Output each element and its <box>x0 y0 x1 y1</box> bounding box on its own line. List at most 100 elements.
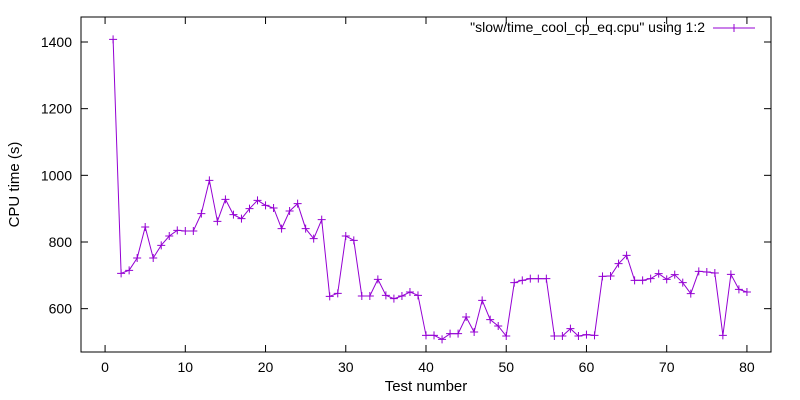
y-tick-label: 1000 <box>41 167 72 183</box>
data-point <box>197 209 206 218</box>
data-point <box>518 276 527 285</box>
x-tick-label: 80 <box>739 359 755 375</box>
x-tick-label: 30 <box>338 359 354 375</box>
series-line <box>112 39 748 340</box>
data-point <box>189 227 198 235</box>
data-point <box>293 199 302 208</box>
data-point <box>213 217 222 226</box>
data-point <box>237 214 246 223</box>
y-tick-label: 800 <box>49 234 73 250</box>
data-point <box>510 278 519 287</box>
data-point <box>702 268 711 276</box>
data-point <box>149 254 158 262</box>
data-point <box>470 328 479 336</box>
x-tick-label: 60 <box>579 359 595 375</box>
data-point <box>534 274 543 283</box>
data-point <box>486 315 495 324</box>
data-point <box>670 270 679 279</box>
x-tick-label: 20 <box>258 359 274 375</box>
data-point <box>454 329 463 338</box>
data-point <box>205 176 214 185</box>
data-point <box>742 288 751 296</box>
data-point <box>349 236 358 245</box>
x-tick-label: 40 <box>418 359 434 375</box>
y-axis-label: CPU time (s) <box>6 142 23 228</box>
data-point <box>317 215 326 224</box>
data-point <box>229 210 238 219</box>
x-axis-label: Test number <box>385 378 468 395</box>
data-point <box>558 332 567 340</box>
data-point <box>694 267 703 276</box>
data-point <box>109 35 118 44</box>
data-point <box>173 226 182 235</box>
x-tick-label: 10 <box>178 359 194 375</box>
data-point <box>181 227 190 235</box>
data-point <box>710 269 719 277</box>
data-point <box>438 335 447 344</box>
data-point <box>430 331 439 340</box>
y-tick-label: 1200 <box>41 101 72 117</box>
legend-marker <box>730 24 738 32</box>
data-point <box>133 254 142 262</box>
data-point <box>422 331 430 340</box>
data-point <box>678 278 687 287</box>
data-point <box>550 332 559 340</box>
data-point <box>165 232 174 240</box>
data-point <box>686 289 695 298</box>
data-point <box>446 329 455 338</box>
data-point <box>285 207 294 215</box>
data-point <box>269 204 278 212</box>
data-point <box>462 313 471 321</box>
data-point <box>598 272 607 281</box>
series-layer <box>109 35 751 344</box>
data-point <box>638 276 647 285</box>
data-point <box>630 276 639 285</box>
data-point <box>614 259 623 268</box>
data-point <box>309 234 318 243</box>
data-point <box>157 241 166 250</box>
data-point <box>734 285 743 294</box>
data-point <box>574 332 583 340</box>
y-tick-label: 600 <box>49 301 73 317</box>
data-point <box>590 331 599 340</box>
data-point <box>526 274 535 283</box>
x-tick-label: 70 <box>659 359 675 375</box>
data-point <box>726 270 735 279</box>
data-point <box>566 324 575 333</box>
data-point <box>718 331 727 340</box>
data-point <box>253 196 262 205</box>
x-tick-label: 50 <box>498 359 514 375</box>
data-point <box>221 195 230 204</box>
data-point <box>245 204 254 213</box>
data-point <box>141 223 150 231</box>
data-point <box>277 224 286 233</box>
data-point <box>341 232 350 240</box>
data-point <box>502 332 511 340</box>
x-tick-label: 0 <box>101 359 109 375</box>
plot-frame <box>80 16 772 353</box>
data-point <box>117 269 126 278</box>
data-point <box>582 330 591 339</box>
data-point <box>646 274 655 283</box>
data-point <box>397 292 406 300</box>
data-point <box>413 291 422 300</box>
data-point <box>301 224 310 233</box>
data-point <box>662 275 671 284</box>
legend-label: "slow/time_cool_cp_eq.cpu" using 1:2 <box>470 19 705 35</box>
data-point <box>125 266 134 275</box>
ticks-layer: 0 10 20 30 40 50 60 70 80 600 800 1000 1200 1400 <box>41 17 771 375</box>
data-point <box>261 201 270 210</box>
data-point <box>654 269 663 278</box>
data-point <box>405 288 414 296</box>
data-point <box>381 291 390 300</box>
data-point <box>478 296 487 305</box>
data-point <box>357 292 366 300</box>
data-point <box>622 251 631 260</box>
data-point <box>542 274 551 283</box>
legend: "slow/time_cool_cp_eq.cpu" using 1:2 <box>470 19 755 35</box>
data-point <box>373 275 382 284</box>
data-point <box>333 289 342 298</box>
data-point <box>494 322 503 330</box>
data-point <box>389 294 398 303</box>
